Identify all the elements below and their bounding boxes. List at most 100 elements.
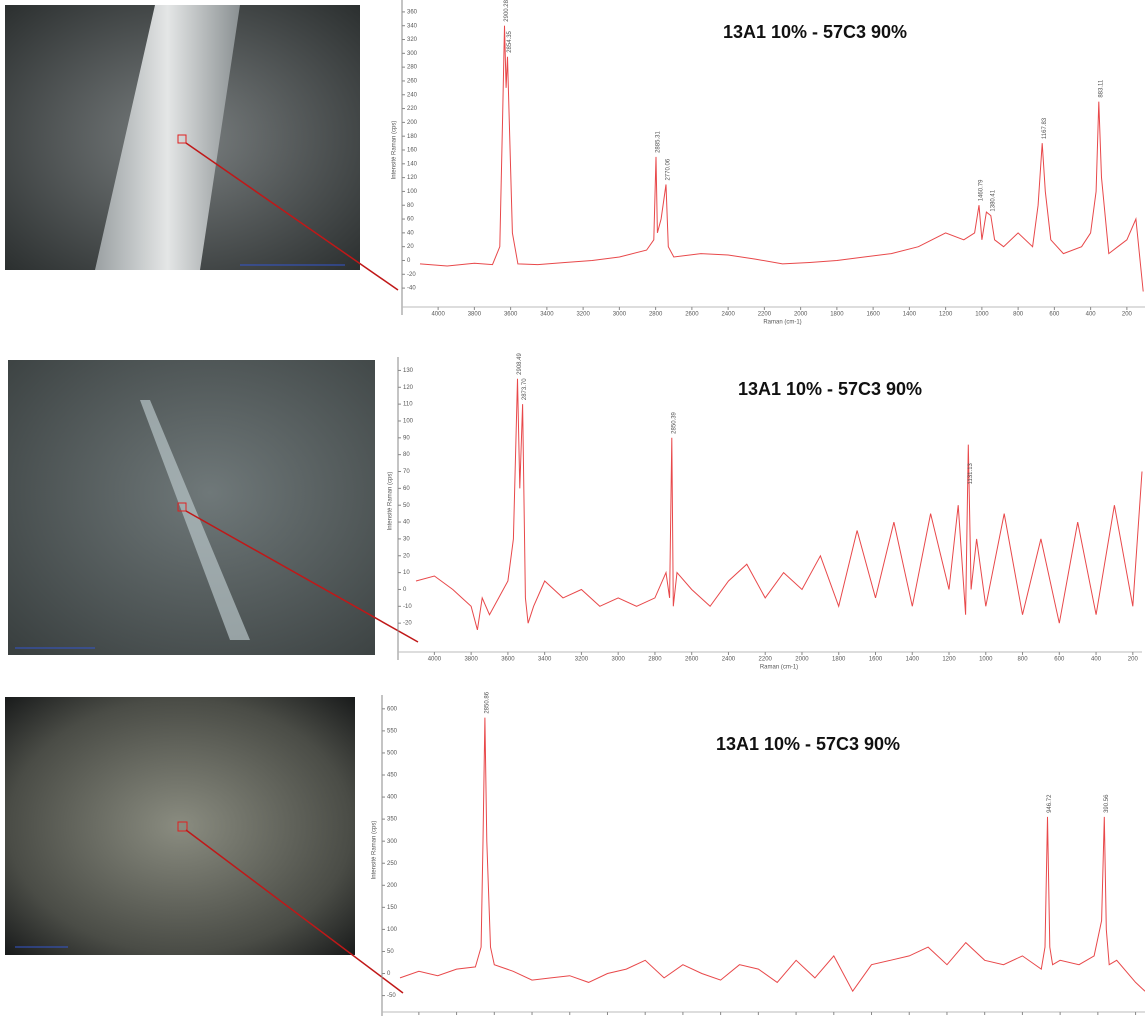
y-tick-label: 80: [403, 452, 410, 458]
y-tick-label: 140: [407, 161, 418, 167]
x-tick-label: 200: [1122, 312, 1133, 318]
chart-title: 13A1 10% - 57C3 90%: [738, 379, 922, 399]
y-tick-label: 360: [407, 9, 418, 15]
x-tick-label: 3000: [613, 312, 627, 318]
x-tick-label: 400: [1086, 312, 1097, 318]
spectrum-line: [419, 25, 1144, 292]
x-tick-label: 3600: [504, 312, 518, 318]
y-tick-label: 40: [403, 520, 410, 526]
y-tick-label: 180: [407, 134, 418, 140]
spectrum-line: [399, 717, 1145, 993]
peak-label: 883.11: [1098, 79, 1104, 98]
x-tick-label: 2200: [759, 657, 773, 663]
x-tick-label: 1800: [830, 312, 844, 318]
y-tick-label: 110: [403, 402, 413, 408]
y-tick-label: -40: [407, 286, 416, 292]
micrograph-1: [5, 5, 399, 291]
x-tick-label: 2800: [649, 312, 663, 318]
y-tick-label: -50: [387, 993, 396, 999]
y-tick-label: 0: [407, 258, 411, 264]
y-tick-label: 60: [407, 217, 414, 223]
y-tick-label: 350: [387, 817, 398, 823]
y-tick-label: -20: [403, 621, 412, 627]
y-tick-label: 90: [403, 435, 410, 441]
peak-label: 2850.86: [484, 691, 490, 713]
micrograph-2: [8, 360, 419, 655]
peak-label: 2770.06: [666, 158, 672, 180]
x-tick-label: 1800: [832, 657, 846, 663]
y-tick-label: -20: [407, 272, 416, 278]
y-tick-label: 400: [387, 795, 398, 801]
y-tick-label: 260: [407, 79, 418, 85]
y-axis-label: Intensité Raman (cps): [372, 821, 378, 880]
x-tick-label: 600: [1054, 657, 1065, 663]
y-tick-label: 120: [407, 175, 418, 181]
y-tick-label: 340: [407, 23, 418, 29]
y-tick-label: 30: [403, 536, 410, 542]
y-tick-label: 120: [403, 385, 414, 391]
peak-label: 2873.70: [522, 378, 528, 400]
peak-label: 946.72: [1047, 794, 1053, 813]
y-tick-label: 200: [387, 883, 398, 889]
x-tick-label: 1200: [939, 312, 953, 318]
y-tick-label: 220: [407, 106, 418, 112]
y-tick-label: 100: [407, 189, 418, 195]
y-tick-label: 500: [387, 751, 398, 757]
x-tick-label: 1400: [903, 312, 917, 318]
y-tick-label: 10: [403, 570, 410, 576]
y-tick-label: 50: [387, 949, 394, 955]
peak-label: 2854.35: [507, 30, 513, 52]
y-axis-label: Intensité Raman (cps): [392, 121, 398, 180]
x-tick-label: 3400: [538, 657, 552, 663]
y-tick-label: 100: [387, 927, 398, 933]
x-tick-label: 2600: [685, 312, 699, 318]
x-tick-label: 4000: [431, 312, 445, 318]
y-tick-label: 20: [403, 553, 410, 559]
peak-label: 1380.41: [990, 189, 996, 211]
y-tick-label: 280: [407, 65, 418, 71]
y-tick-label: 80: [407, 203, 414, 209]
x-tick-label: 2200: [758, 312, 772, 318]
x-tick-label: 2800: [648, 657, 662, 663]
y-tick-label: -10: [403, 604, 412, 610]
y-tick-label: 550: [387, 728, 398, 734]
x-tick-label: 1600: [866, 312, 880, 318]
x-tick-label: 3400: [540, 312, 554, 318]
y-tick-label: 20: [407, 244, 414, 250]
y-tick-label: 300: [387, 839, 398, 845]
x-tick-label: 2600: [685, 657, 699, 663]
chart-title: 13A1 10% - 57C3 90%: [723, 22, 907, 42]
x-tick-label: 400: [1091, 657, 1102, 663]
x-tick-label: 1400: [906, 657, 920, 663]
x-tick-label: 2000: [794, 312, 808, 318]
y-tick-label: 300: [407, 51, 418, 57]
x-tick-label: 2400: [722, 657, 736, 663]
x-tick-label: 3800: [468, 312, 482, 318]
peak-label: 1167.83: [1042, 117, 1048, 139]
peak-label: 2900.28: [504, 0, 510, 22]
y-tick-label: 130: [403, 368, 414, 374]
x-tick-label: 3600: [501, 657, 515, 663]
y-tick-label: 250: [387, 861, 398, 867]
x-tick-label: 200: [1128, 657, 1139, 663]
x-tick-label: 1000: [975, 312, 989, 318]
y-tick-label: 60: [403, 486, 410, 492]
x-tick-label: 800: [1018, 657, 1029, 663]
y-tick-label: 320: [407, 37, 418, 43]
x-tick-label: 1200: [942, 657, 956, 663]
y-tick-label: 100: [403, 419, 414, 425]
y-tick-label: 160: [407, 148, 418, 154]
spectrum-line: [415, 378, 1143, 631]
x-tick-label: 1600: [869, 657, 883, 663]
peak-label: 2908.49: [517, 352, 523, 374]
x-tick-label: 3000: [611, 657, 625, 663]
y-tick-label: 240: [407, 92, 418, 98]
x-axis-label: Raman (cm-1): [763, 320, 801, 326]
x-tick-label: 2000: [795, 657, 809, 663]
peak-label: 1460.79: [979, 179, 985, 201]
peak-label: 2885.31: [656, 131, 662, 153]
y-tick-label: 200: [407, 120, 418, 126]
x-tick-label: 3800: [464, 657, 478, 663]
